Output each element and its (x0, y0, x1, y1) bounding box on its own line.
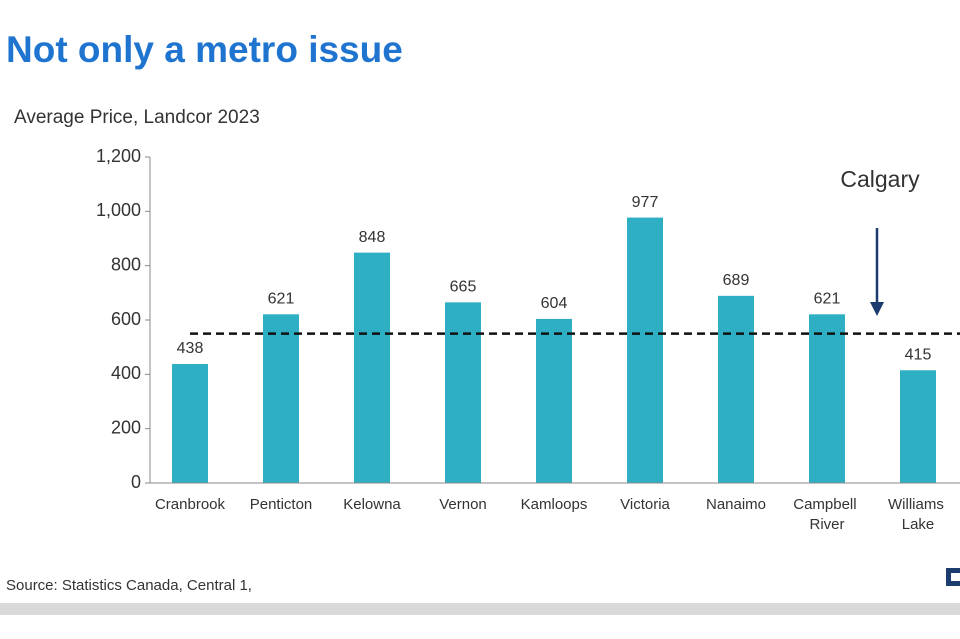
y-tick-label: 200 (111, 417, 141, 437)
value-label: 438 (177, 340, 204, 357)
footer-band (0, 603, 960, 615)
bar (718, 295, 754, 483)
chart-title: Not only a metro issue (6, 29, 403, 70)
bar (445, 302, 481, 483)
value-label: 848 (359, 229, 386, 246)
arrow-head (870, 302, 884, 316)
bar (536, 318, 572, 483)
value-label: 665 (450, 279, 477, 296)
y-tick-label: 1,000 (96, 200, 141, 220)
x-tick-label: Vernon (439, 496, 487, 513)
x-tick-label: Campbell River (793, 496, 861, 533)
bar (263, 314, 299, 483)
bar (900, 370, 936, 483)
x-tick-label: Cranbrook (155, 496, 226, 513)
y-tick-label: 0 (131, 472, 141, 492)
bar (354, 252, 390, 483)
value-label: 621 (268, 291, 295, 308)
y-tick-label: 1,200 (96, 146, 141, 166)
x-tick-label: Kamloops (521, 496, 588, 513)
reference-label: Calgary (840, 166, 920, 192)
bar (627, 217, 663, 483)
x-tick-label: Penticton (250, 496, 313, 513)
x-tick-label: Williams Lake (888, 496, 948, 533)
value-label: 621 (814, 291, 841, 308)
y-tick-label: 600 (111, 309, 141, 329)
x-tick-label: Victoria (620, 496, 670, 513)
value-label: 604 (541, 295, 568, 312)
bar (172, 364, 208, 483)
x-tick-label: Kelowna (343, 496, 401, 513)
source-note: Source: Statistics Canada, Central 1, (6, 577, 252, 594)
y-tick-label: 400 (111, 363, 141, 383)
chart-subtitle: Average Price, Landcor 2023 (14, 107, 260, 128)
value-label: 415 (905, 346, 932, 363)
value-label: 977 (632, 194, 659, 211)
x-tick-label: Nanaimo (706, 496, 766, 513)
y-tick-label: 800 (111, 254, 141, 274)
bar (809, 314, 845, 483)
value-label: 689 (723, 272, 750, 289)
logo-fragment (946, 568, 960, 586)
